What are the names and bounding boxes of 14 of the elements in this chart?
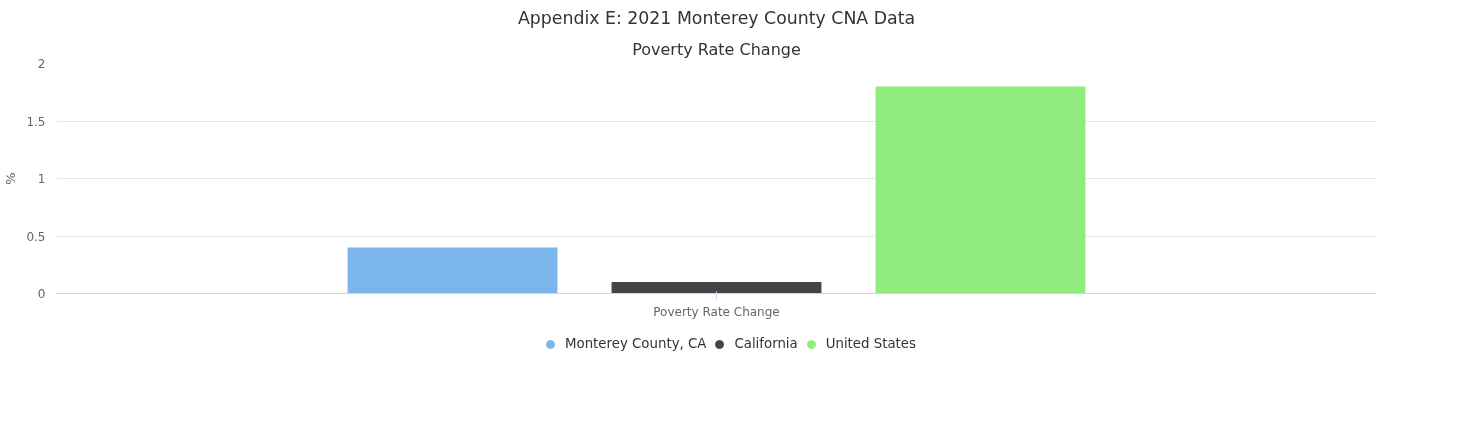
- y-axis-title: %: [3, 172, 19, 185]
- y-tick-label: 2: [37, 57, 46, 71]
- legend-label: Monterey County, CA: [565, 336, 707, 351]
- y-tick-label: 1.5: [26, 114, 46, 129]
- chart-subtitle: Poverty Rate Change: [632, 39, 801, 59]
- bar: [611, 282, 822, 294]
- chart-title: Appendix E: 2021 Monterey County CNA Data: [517, 7, 916, 28]
- bar: [347, 247, 558, 294]
- y-tick-label: 0.5: [26, 229, 46, 244]
- legend-label: United States: [825, 336, 916, 351]
- y-tick-label: 1: [37, 172, 46, 186]
- y-tick-label: 0: [37, 287, 46, 301]
- legend-label: California: [734, 336, 798, 351]
- bar: [875, 86, 1086, 294]
